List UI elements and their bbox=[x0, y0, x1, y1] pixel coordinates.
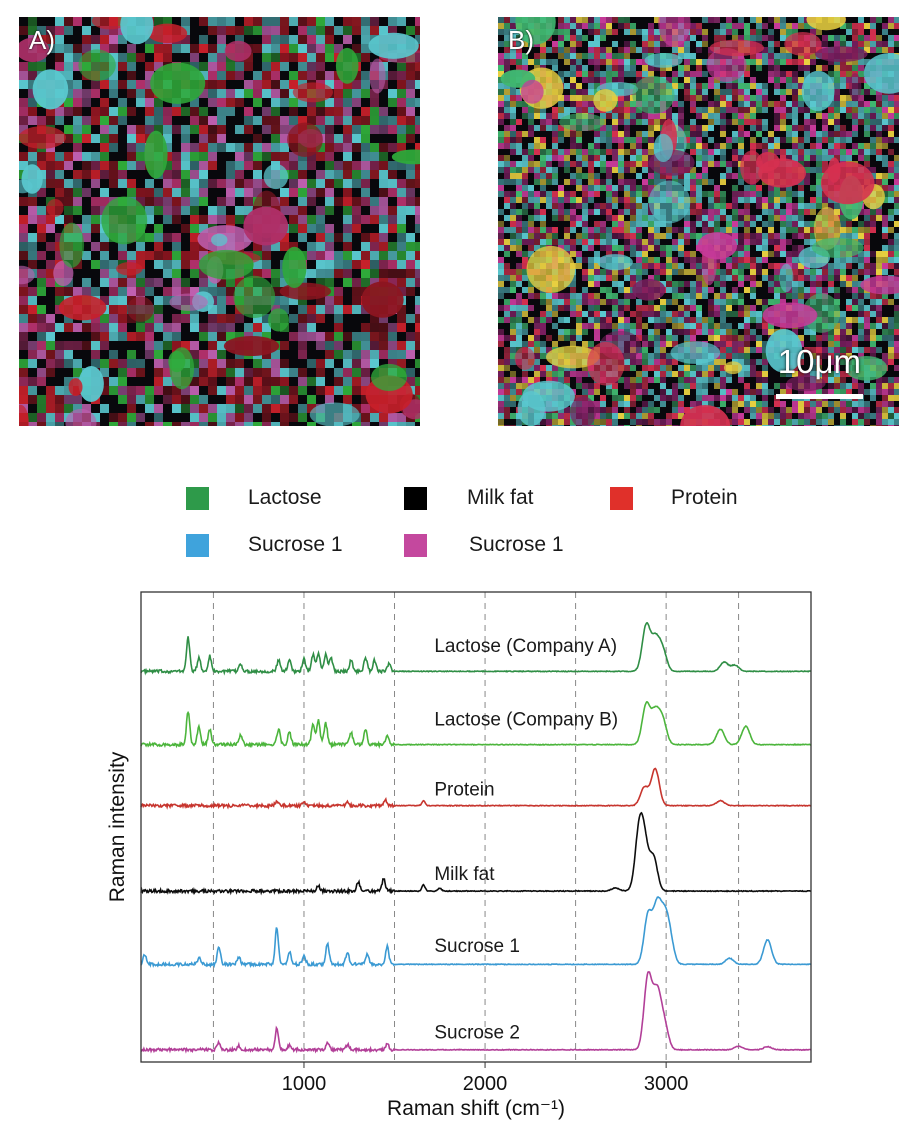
spectrum-line bbox=[140, 622, 812, 676]
raman-spectra-chart: Lactose (Company A) Lactose (Company B) Pr… bbox=[106, 591, 812, 1120]
legend-label-sucrose-2: Sucrose 1 bbox=[469, 533, 564, 556]
x-axis-label: Raman shift (cm⁻¹) bbox=[387, 1097, 565, 1120]
panel-a-label: A) bbox=[29, 25, 55, 55]
legend-swatch-protein bbox=[610, 487, 633, 510]
series-label: Milk fat bbox=[434, 864, 495, 885]
legend-label-protein: Protein bbox=[671, 486, 738, 509]
legend-label-milk-fat: Milk fat bbox=[467, 486, 534, 509]
legend-swatch-sucrose-1 bbox=[186, 534, 209, 557]
legend-swatch-sucrose-2 bbox=[404, 534, 427, 557]
raman-map-b-image bbox=[498, 17, 899, 426]
panel-b-label: B) bbox=[508, 25, 534, 55]
spectrum-line bbox=[140, 811, 812, 896]
series-label: Sucrose 2 bbox=[434, 1022, 520, 1043]
legend: Lactose Milk fat Protein Sucrose 1 Sucro… bbox=[0, 470, 919, 570]
legend-swatch-milk-fat bbox=[404, 487, 427, 510]
scale-bar bbox=[776, 394, 863, 399]
raman-map-a: A) bbox=[19, 17, 420, 426]
series-label: Lactose (Company A) bbox=[434, 636, 617, 657]
plot-frame bbox=[140, 591, 812, 1063]
spectrum-line bbox=[140, 701, 812, 750]
x-tick-label: 2000 bbox=[463, 1073, 508, 1095]
x-tick-label: 3000 bbox=[644, 1073, 689, 1095]
x-axis-ticks: 1000 2000 3000 bbox=[282, 1062, 689, 1095]
raman-map-a-image bbox=[19, 17, 420, 426]
spectrum-line bbox=[140, 970, 812, 1055]
x-tick-label: 1000 bbox=[282, 1073, 327, 1095]
spectra-series: Lactose (Company A) Lactose (Company B) Pr… bbox=[140, 622, 812, 1055]
legend-label-lactose: Lactose bbox=[248, 486, 322, 509]
spectrum-line bbox=[140, 767, 812, 810]
series-label: Lactose (Company B) bbox=[434, 709, 618, 730]
series-label: Sucrose 1 bbox=[434, 936, 520, 957]
spectrum-line bbox=[140, 896, 812, 969]
y-axis-label: Raman intensity bbox=[106, 751, 129, 902]
scale-bar-label: 10μm bbox=[777, 343, 861, 380]
legend-label-sucrose-1: Sucrose 1 bbox=[248, 533, 343, 556]
raman-map-b: B) 10μm bbox=[498, 17, 899, 426]
legend-swatch-lactose bbox=[186, 487, 209, 510]
series-label: Protein bbox=[434, 780, 494, 801]
